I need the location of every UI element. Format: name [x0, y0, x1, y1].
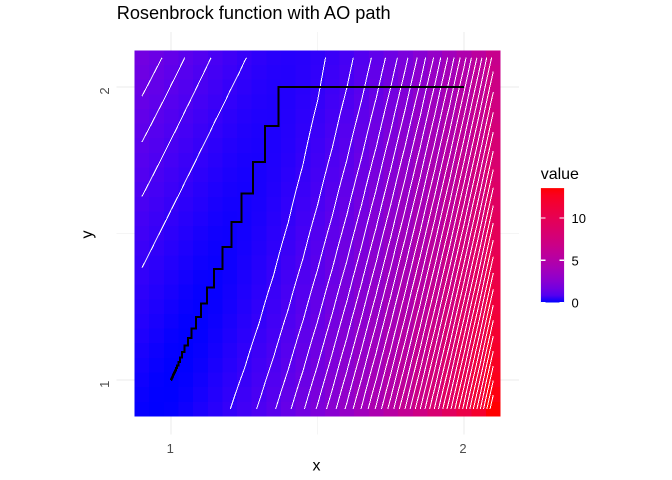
svg-text:x: x: [313, 457, 321, 474]
svg-text:1: 1: [97, 381, 112, 388]
svg-text:5: 5: [572, 253, 579, 268]
svg-text:Rosenbrock function with AO pa: Rosenbrock function with AO path: [117, 3, 391, 23]
svg-text:y: y: [79, 231, 96, 239]
svg-text:10: 10: [572, 211, 586, 226]
svg-text:2: 2: [459, 441, 466, 456]
svg-text:1: 1: [167, 441, 174, 456]
svg-text:value: value: [541, 166, 579, 183]
svg-text:2: 2: [97, 87, 112, 94]
svg-text:0: 0: [572, 296, 579, 311]
